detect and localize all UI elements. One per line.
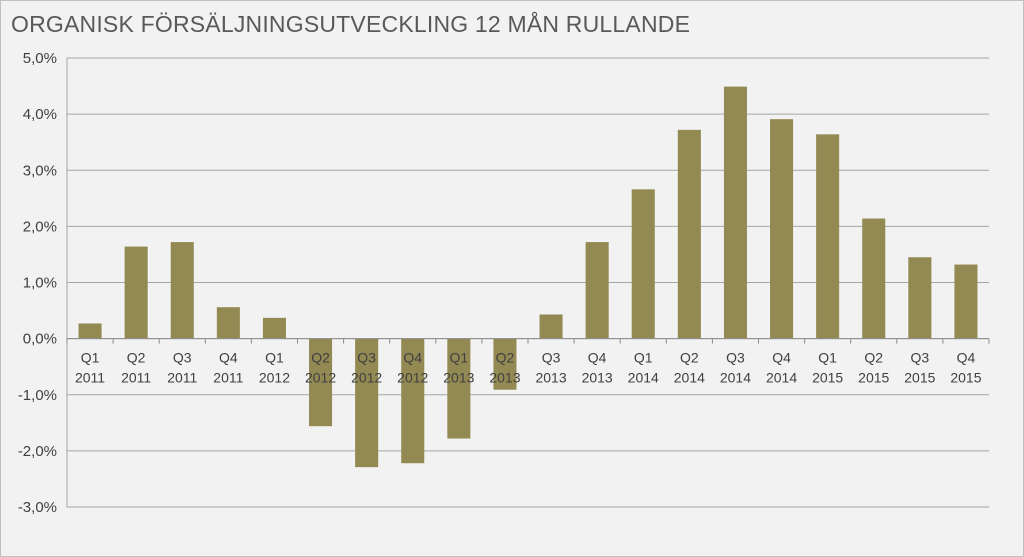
bar (401, 338, 425, 464)
x-tick-label-year: 2015 (950, 370, 981, 386)
x-tick-label-year: 2012 (351, 370, 382, 386)
bar (170, 242, 194, 339)
x-tick-label-year: 2011 (213, 370, 243, 386)
x-tick-label-quarter: Q2 (127, 350, 146, 366)
y-tick-label: 3,0% (23, 162, 57, 179)
x-tick-label-quarter: Q3 (911, 350, 930, 366)
y-tick-label: 5,0% (23, 50, 57, 67)
bar (539, 314, 563, 339)
bar (908, 257, 932, 339)
bar (770, 119, 794, 339)
bar (954, 264, 978, 339)
x-tick-label-year: 2012 (259, 370, 290, 386)
x-tick-label-year: 2013 (443, 370, 474, 386)
x-tick-label-quarter: Q4 (403, 350, 422, 366)
x-tick-label-year: 2015 (904, 370, 935, 386)
y-tick-label: 1,0% (23, 275, 57, 292)
x-tick-label-quarter: Q2 (311, 350, 330, 366)
bar (677, 129, 701, 339)
grid-lines (67, 57, 989, 508)
x-tick-label-year: 2015 (812, 370, 843, 386)
x-tick-label-quarter: Q3 (726, 350, 745, 366)
y-tick-label: -2,0% (18, 443, 57, 460)
bar (309, 338, 333, 427)
x-tick-label-year: 2011 (121, 370, 151, 386)
bar (631, 189, 655, 339)
bar (585, 242, 609, 339)
x-tick-label-year: 2015 (858, 370, 889, 386)
x-tick-label-quarter: Q3 (357, 350, 376, 366)
x-tick-label-quarter: Q1 (265, 350, 284, 366)
x-tick-label-year: 2014 (628, 370, 659, 386)
bar (355, 338, 379, 468)
x-tick-label-year: 2013 (535, 370, 566, 386)
bar (124, 246, 148, 339)
x-tick-label-quarter: Q2 (864, 350, 883, 366)
x-tick-label-year: 2012 (305, 370, 336, 386)
bar (493, 338, 517, 390)
x-tick-label-quarter: Q2 (496, 350, 515, 366)
x-tick-label-quarter: Q3 (542, 350, 561, 366)
x-tick-label-quarter: Q2 (680, 350, 699, 366)
y-tick-label: 0,0% (23, 331, 57, 348)
axes (66, 58, 990, 507)
x-tick-label-quarter: Q1 (450, 350, 469, 366)
y-tick-label: 4,0% (23, 106, 57, 123)
x-tick-label-quarter: Q4 (957, 350, 976, 366)
bar (216, 307, 240, 339)
x-tick-label-year: 2013 (582, 370, 613, 386)
x-tick-label-year: 2014 (674, 370, 705, 386)
x-tick-label-quarter: Q4 (219, 350, 238, 366)
bar (262, 317, 286, 339)
bars (78, 86, 978, 468)
x-tick-label-quarter: Q1 (81, 350, 100, 366)
bar (816, 134, 840, 339)
bar (447, 338, 471, 439)
bar (723, 86, 747, 339)
bar (862, 218, 886, 339)
bar (78, 323, 102, 339)
x-tick-label-year: 2014 (720, 370, 751, 386)
x-tick-label-year: 2014 (766, 370, 797, 386)
x-tick-label-quarter: Q3 (173, 350, 192, 366)
x-tick-label-year: 2012 (397, 370, 428, 386)
x-tick-label-quarter: Q4 (588, 350, 607, 366)
x-tick-label-year: 2013 (489, 370, 520, 386)
y-tick-label: 2,0% (23, 218, 57, 235)
x-tick-label-year: 2011 (167, 370, 197, 386)
x-tick-label-quarter: Q4 (772, 350, 791, 366)
chart-title: ORGANISK FÖRSÄLJNINGSUTVECKLING 12 MÅN R… (11, 11, 691, 37)
tick-labels: 5,0% 4,0% 3,0% 2,0% 1,0% 0,0% -1,0% -2,0% -3,0% Q… (18, 50, 982, 516)
x-tick-label-quarter: Q1 (634, 350, 653, 366)
y-tick-label: -3,0% (18, 499, 57, 516)
x-tick-label-quarter: Q1 (818, 350, 837, 366)
x-tick-label-year: 2011 (75, 370, 105, 386)
y-tick-label: -1,0% (18, 387, 57, 404)
